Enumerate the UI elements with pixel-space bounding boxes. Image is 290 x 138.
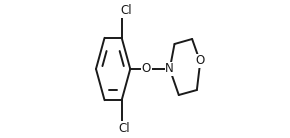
Text: N: N: [165, 63, 174, 75]
Text: Cl: Cl: [120, 4, 132, 17]
Text: Cl: Cl: [118, 122, 130, 135]
Text: O: O: [142, 63, 151, 75]
Text: O: O: [195, 55, 205, 67]
